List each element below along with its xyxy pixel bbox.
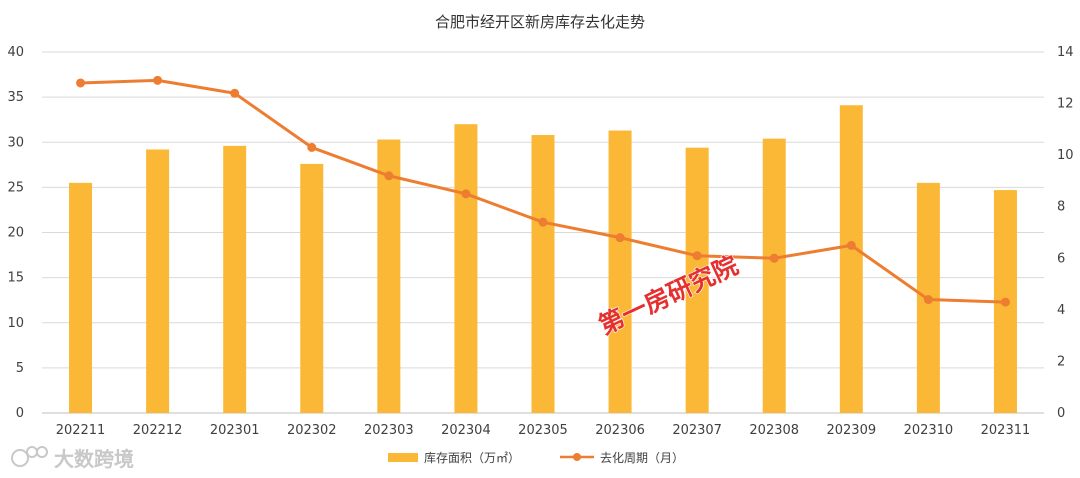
bar [146, 149, 170, 413]
bar [454, 124, 478, 413]
legend: 库存面积（万㎡） 去化周期（月） [388, 450, 684, 465]
line-point [1000, 297, 1010, 307]
x-tick-label: 202302 [287, 423, 337, 438]
bar [377, 139, 401, 414]
left-tick-label: 15 [7, 271, 24, 286]
left-tick-label: 0 [16, 406, 24, 421]
line-point [846, 240, 856, 250]
right-tick-label: 4 [1057, 303, 1065, 318]
line-point [307, 142, 317, 152]
bar [531, 135, 555, 413]
x-tick-label: 202305 [518, 423, 568, 438]
bar [223, 145, 247, 414]
x-tick-label: 202304 [441, 423, 491, 438]
x-tick-label: 202307 [672, 423, 722, 438]
right-tick-label: 2 [1057, 354, 1065, 369]
bar [685, 147, 709, 414]
left-tick-label: 30 [7, 135, 24, 150]
x-axis: 202211 202212 202301 202302 202303 202304 2023… [56, 423, 1031, 438]
left-tick-label: 10 [7, 316, 24, 331]
x-tick-label: 202310 [904, 423, 954, 438]
x-tick-label: 202303 [364, 423, 414, 438]
line-point [230, 88, 240, 98]
left-tick-label: 25 [7, 180, 24, 195]
line-point [153, 75, 163, 85]
line-point [461, 189, 471, 199]
right-tick-label: 10 [1057, 148, 1074, 163]
legend-line-label: 去化周期（月） [600, 451, 684, 465]
left-tick-label: 40 [7, 45, 24, 60]
source-logo: 大数跨境 [11, 446, 134, 471]
bar [839, 105, 863, 413]
right-y-axis: 0 2 4 6 8 10 12 14 [1057, 45, 1074, 421]
line-series [76, 75, 1010, 307]
right-tick-label: 14 [1057, 45, 1074, 60]
x-tick-label: 202308 [749, 423, 799, 438]
left-tick-label: 20 [7, 226, 24, 241]
right-tick-label: 12 [1057, 97, 1074, 112]
left-y-axis: 0 5 10 15 20 25 30 35 40 [7, 45, 24, 421]
x-tick-label: 202211 [56, 423, 106, 438]
right-tick-label: 8 [1057, 200, 1065, 215]
left-tick-label: 5 [16, 361, 24, 376]
bar-series [69, 105, 1017, 414]
left-tick-label: 35 [7, 90, 24, 105]
x-tick-label: 202311 [981, 423, 1031, 438]
line-point [692, 251, 702, 261]
legend-bar-swatch [388, 453, 418, 462]
x-tick-label: 202309 [826, 423, 876, 438]
logo-text: 大数跨境 [54, 447, 134, 471]
bar [300, 163, 324, 413]
bar [608, 130, 632, 413]
right-tick-label: 0 [1057, 406, 1065, 421]
x-tick-label: 202306 [595, 423, 645, 438]
right-tick-label: 6 [1057, 251, 1065, 266]
line-point [76, 78, 86, 88]
line-point [538, 217, 548, 227]
legend-bar-label: 库存面积（万㎡） [424, 450, 520, 465]
x-tick-label: 202301 [210, 423, 260, 438]
line-point [923, 295, 933, 305]
line-point [384, 171, 394, 181]
logo-icon [11, 446, 48, 467]
legend-line-marker [573, 453, 581, 461]
line-point [615, 233, 625, 243]
x-tick-label: 202212 [133, 423, 183, 438]
bar [762, 138, 786, 413]
line-point [769, 253, 779, 263]
chart-title: 合肥市经开区新房库存去化走势 [435, 13, 645, 31]
bar [69, 182, 93, 413]
